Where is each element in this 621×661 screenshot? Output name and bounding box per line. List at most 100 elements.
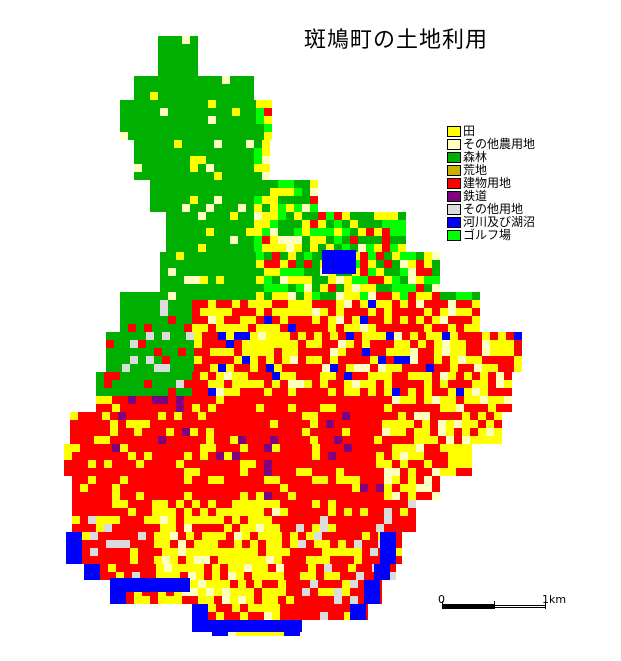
map-cell bbox=[358, 436, 366, 444]
map-cell bbox=[254, 180, 262, 188]
map-cell bbox=[192, 492, 200, 500]
map-cell bbox=[322, 340, 330, 348]
map-cell bbox=[426, 340, 434, 348]
map-cell bbox=[214, 228, 222, 236]
map-cell bbox=[176, 100, 184, 108]
map-cell bbox=[128, 404, 136, 412]
map-cell bbox=[168, 300, 176, 308]
map-cell bbox=[424, 284, 432, 292]
map-cell bbox=[208, 276, 216, 284]
map-cell bbox=[222, 236, 230, 244]
map-cell bbox=[214, 148, 222, 156]
map-cell bbox=[262, 164, 270, 172]
map-cell bbox=[414, 420, 422, 428]
map-cell bbox=[320, 516, 328, 524]
map-cell bbox=[182, 212, 190, 220]
map-cell bbox=[440, 396, 448, 404]
map-cell bbox=[288, 452, 296, 460]
map-cell bbox=[462, 420, 470, 428]
map-cell bbox=[208, 468, 216, 476]
map-cell bbox=[106, 532, 114, 540]
map-cell bbox=[170, 548, 178, 556]
map-cell bbox=[302, 412, 310, 420]
map-cell bbox=[432, 308, 440, 316]
map-cell bbox=[96, 508, 104, 516]
map-cell bbox=[218, 340, 226, 348]
map-cell bbox=[228, 572, 236, 580]
map-cell bbox=[336, 476, 344, 484]
map-cell bbox=[94, 412, 102, 420]
map-cell bbox=[416, 260, 424, 268]
map-cell bbox=[152, 108, 160, 116]
map-cell bbox=[320, 508, 328, 516]
map-cell bbox=[416, 300, 424, 308]
map-cell bbox=[336, 468, 344, 476]
map-cell bbox=[250, 356, 258, 364]
map-cell bbox=[114, 364, 122, 372]
map-cell bbox=[120, 300, 128, 308]
map-cell bbox=[190, 92, 198, 100]
map-cell bbox=[306, 348, 314, 356]
map-cell bbox=[360, 452, 368, 460]
map-cell bbox=[194, 348, 202, 356]
river-cell bbox=[66, 532, 82, 540]
map-cell bbox=[280, 444, 288, 452]
legend-swatch bbox=[447, 230, 461, 241]
map-cell bbox=[304, 500, 312, 508]
map-cell bbox=[184, 372, 192, 380]
map-cell bbox=[248, 124, 256, 132]
map-cell bbox=[106, 540, 114, 548]
map-cell bbox=[166, 428, 174, 436]
map-cell bbox=[256, 516, 264, 524]
map-cell bbox=[262, 140, 270, 148]
map-cell bbox=[238, 84, 246, 92]
map-cell bbox=[254, 596, 262, 604]
map-cell bbox=[174, 420, 182, 428]
map-cell bbox=[350, 236, 358, 244]
map-cell bbox=[384, 516, 392, 524]
map-cell bbox=[398, 412, 406, 420]
map-cell bbox=[162, 332, 170, 340]
map-cell bbox=[152, 452, 160, 460]
map-cell bbox=[454, 428, 462, 436]
map-cell bbox=[86, 428, 94, 436]
map-cell bbox=[310, 588, 318, 596]
map-cell bbox=[368, 468, 376, 476]
map-cell bbox=[318, 436, 326, 444]
map-cell bbox=[400, 444, 408, 452]
map-cell bbox=[374, 244, 382, 252]
map-cell bbox=[232, 492, 240, 500]
map-cell bbox=[304, 444, 312, 452]
map-cell bbox=[210, 340, 218, 348]
map-cell bbox=[144, 372, 152, 380]
map-cell bbox=[360, 388, 368, 396]
map-cell bbox=[360, 516, 368, 524]
map-cell bbox=[458, 364, 466, 372]
map-cell bbox=[390, 420, 398, 428]
map-cell bbox=[362, 548, 370, 556]
river-cell bbox=[374, 572, 390, 580]
map-cell bbox=[88, 468, 96, 476]
map-cell bbox=[384, 452, 392, 460]
map-cell bbox=[400, 396, 408, 404]
map-cell bbox=[134, 92, 142, 100]
map-cell bbox=[158, 140, 166, 148]
map-cell bbox=[238, 156, 246, 164]
map-cell bbox=[298, 356, 306, 364]
map-cell bbox=[134, 148, 142, 156]
map-cell bbox=[302, 188, 310, 196]
map-cell bbox=[104, 388, 112, 396]
map-cell bbox=[214, 588, 222, 596]
map-cell bbox=[146, 332, 154, 340]
map-cell bbox=[334, 228, 342, 236]
map-cell bbox=[106, 332, 114, 340]
map-cell bbox=[280, 388, 288, 396]
map-cell bbox=[360, 524, 368, 532]
map-cell bbox=[120, 508, 128, 516]
map-cell bbox=[222, 148, 230, 156]
map-cell bbox=[112, 460, 120, 468]
map-cell bbox=[128, 476, 136, 484]
map-cell bbox=[424, 324, 432, 332]
map-cell bbox=[270, 188, 278, 196]
map-cell bbox=[482, 356, 490, 364]
